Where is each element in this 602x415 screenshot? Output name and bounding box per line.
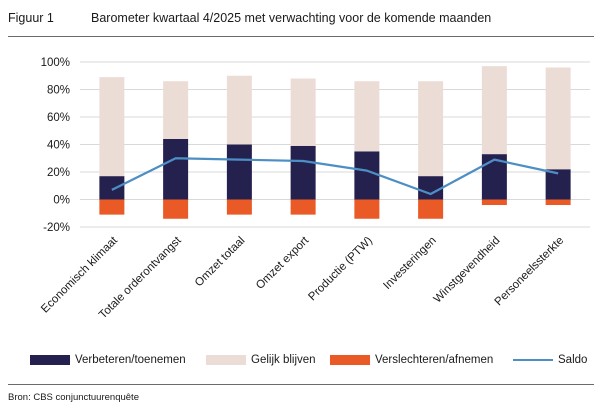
bar-same [418,81,444,177]
saldo-line [111,157,559,196]
legend: Verbeteren/toenemen Gelijk blijven Versl… [8,351,594,369]
x-category-label: Productie (PTW) [306,235,375,304]
bar-worse [545,199,571,205]
bar-same [163,81,189,139]
bar-same [481,66,507,155]
bar-improve [418,176,444,200]
source-note: Bron: CBS conjunctuurenquête [8,392,139,403]
bar-worse [354,199,380,219]
x-category-label: Omzet totaal [193,235,248,290]
y-tick-label: 20% [47,167,70,179]
bar-same [99,77,125,177]
y-tick-label: -20% [43,222,70,234]
bar-improve [163,139,189,200]
x-category-label: Winstgevendheid [432,235,503,306]
bar-worse [163,199,189,219]
y-tick-label: 80% [47,85,70,97]
legend-label-same: Gelijk blijven [251,354,316,366]
bar-improve [226,144,252,200]
y-tick-label: 100% [41,57,70,69]
bar-improve [545,169,571,200]
legend-label-worse: Verslechteren/afnemen [375,354,494,366]
bottom-rule [8,384,594,385]
x-category-label: Omzet export [254,234,312,292]
legend-swatch-improve [30,355,70,365]
bar-worse [226,199,252,215]
bar-improve [354,151,380,200]
legend-line-saldo [513,359,553,361]
figure-header: Figuur 1 Barometer kwartaal 4/2025 met v… [8,8,594,28]
y-tick-label: 60% [47,112,70,124]
bar-same [290,78,316,146]
y-tick-label: 0% [53,195,70,207]
chart-area: 100%80%60%40%20%0%-20%Economisch klimaat… [39,57,590,321]
bar-improve [99,176,125,200]
x-category-label: Investeringen [381,235,438,292]
legend-label-saldo: Saldo [558,354,588,366]
bar-same [226,75,252,145]
bar-improve [290,145,316,200]
bar-worse [418,199,444,219]
y-tick-label: 40% [47,140,70,152]
legend-swatch-worse [330,355,370,365]
bar-same [354,81,380,152]
legend-label-improve: Verbeteren/toenemen [75,354,186,366]
bar-worse [290,199,316,215]
figure-title: Barometer kwartaal 4/2025 met verwachtin… [91,11,492,25]
figure-label: Figuur 1 [8,11,54,25]
x-category-label: Personeelssterkte [493,235,567,309]
bar-worse [481,199,507,205]
bar-same [545,67,571,170]
top-rule [8,36,594,37]
legend-swatch-same [206,355,246,365]
bar-worse [99,199,125,215]
